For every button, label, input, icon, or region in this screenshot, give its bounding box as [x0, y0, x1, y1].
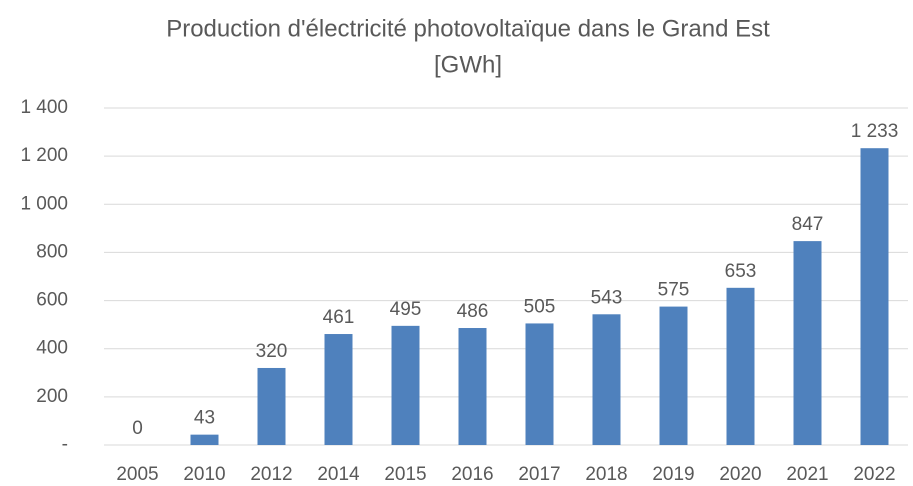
- value-label: 1 233: [851, 121, 899, 142]
- x-tick-label: 2015: [384, 464, 426, 485]
- chart-subtitle: [GWh]: [434, 51, 502, 78]
- value-label: 43: [194, 408, 215, 429]
- y-tick-label: 1 400: [20, 97, 68, 118]
- bar: [592, 314, 621, 445]
- bar: [458, 328, 487, 445]
- bar: [726, 287, 755, 445]
- y-tick-label: 800: [36, 241, 68, 262]
- x-tick-label: 2022: [853, 464, 895, 485]
- y-tick-label: 400: [36, 338, 68, 359]
- bar: [257, 367, 286, 445]
- x-tick-label: 2021: [786, 464, 828, 485]
- bar: [324, 334, 353, 445]
- y-tick-label: 200: [36, 386, 68, 407]
- x-tick-label: 2010: [183, 464, 225, 485]
- value-label: 461: [323, 307, 355, 328]
- y-tick-label: 1 200: [20, 145, 68, 166]
- x-tick-label: 2012: [250, 464, 292, 485]
- value-label: 0: [132, 418, 143, 439]
- value-label: 486: [457, 301, 489, 322]
- value-label: 653: [725, 261, 757, 282]
- chart-title: Production d'électricité photovoltaïque …: [166, 15, 770, 42]
- y-tick-label: 1 000: [20, 193, 68, 214]
- bar: [190, 434, 219, 445]
- x-tick-label: 2005: [116, 464, 158, 485]
- bar: [525, 323, 554, 445]
- bar: [391, 325, 420, 445]
- value-label: 575: [658, 280, 690, 301]
- value-label: 495: [390, 299, 422, 320]
- x-tick-label: 2016: [451, 464, 493, 485]
- x-tick-label: 2020: [719, 464, 761, 485]
- x-tick-label: 2014: [317, 464, 360, 485]
- value-label: 847: [792, 214, 824, 235]
- value-label: 320: [256, 341, 288, 362]
- x-tick-label: 2019: [652, 464, 694, 485]
- value-label: 505: [524, 296, 556, 317]
- bar: [860, 148, 889, 445]
- x-tick-label: 2017: [518, 464, 560, 485]
- x-tick-label: 2018: [585, 464, 627, 485]
- bar: [793, 241, 822, 445]
- bar: [659, 306, 688, 445]
- value-label: 543: [591, 287, 623, 308]
- y-tick-label: -: [62, 434, 68, 455]
- y-tick-label: 600: [36, 290, 68, 311]
